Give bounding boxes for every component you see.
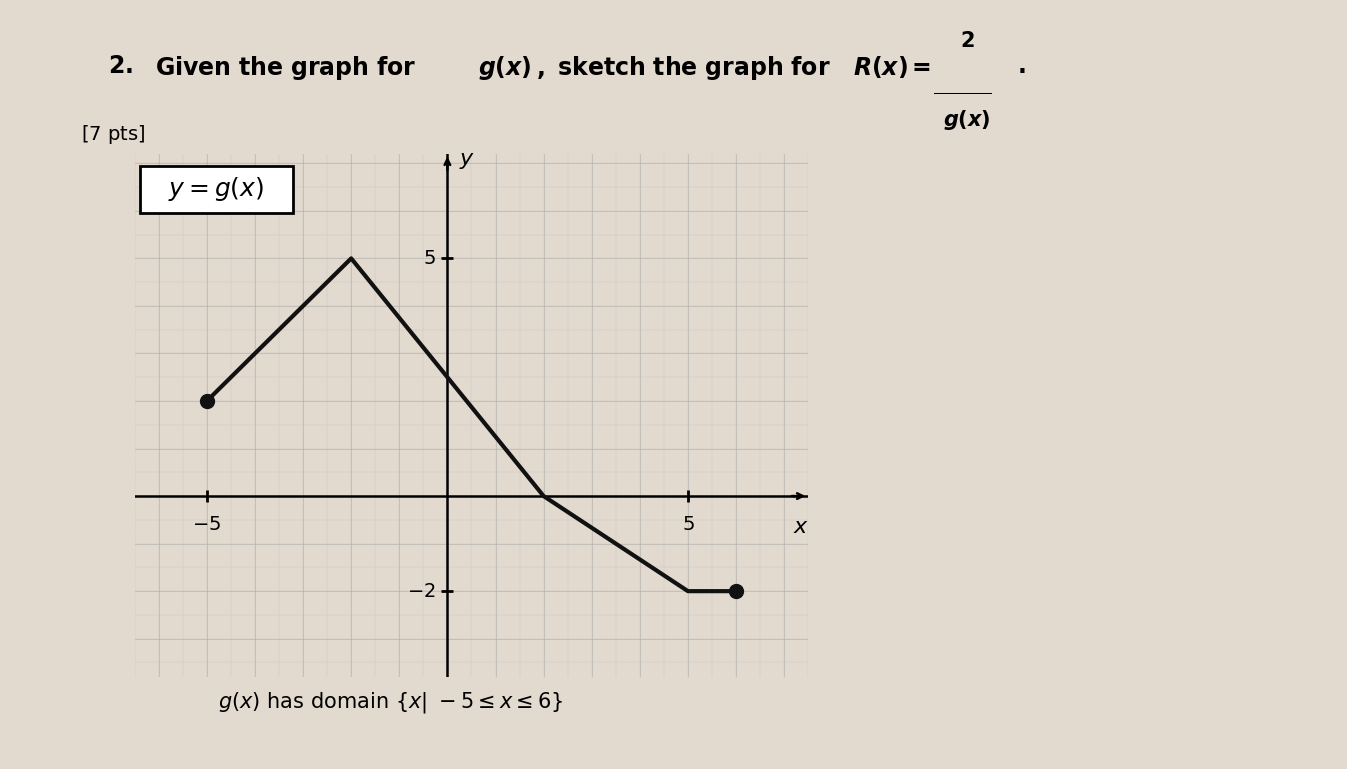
Text: $y$: $y$ [459, 151, 475, 171]
Text: $5$: $5$ [682, 515, 694, 534]
Text: $x$: $x$ [793, 518, 810, 538]
Text: $\bf{=}$: $\bf{=}$ [907, 54, 931, 78]
Text: $g(x)\ \mathrm{has\ domain}\ \{x|\ -5 \leq x \leq 6\}$: $g(x)\ \mathrm{has\ domain}\ \{x|\ -5 \l… [218, 690, 563, 715]
Text: $\boldsymbol{R(x)}$: $\boldsymbol{R(x)}$ [853, 54, 908, 80]
Text: $\mathbf{2.}$: $\mathbf{2.}$ [108, 54, 133, 78]
Text: $\overline{\quad\quad\quad}$: $\overline{\quad\quad\quad}$ [933, 81, 993, 100]
Text: $\bf{,\ sketch\ the\ graph\ for\ }$: $\bf{,\ sketch\ the\ graph\ for\ }$ [536, 54, 831, 82]
Text: $\mathbf{.}$: $\mathbf{.}$ [1017, 54, 1025, 78]
Point [197, 394, 218, 407]
Text: $\mathbf{2}$: $\mathbf{2}$ [960, 31, 974, 51]
Text: $-2$: $-2$ [407, 581, 435, 601]
Text: $\boldsymbol{g(x)}$: $\boldsymbol{g(x)}$ [478, 54, 532, 82]
Text: $5$: $5$ [423, 249, 435, 268]
Text: $y = g(x)$: $y = g(x)$ [168, 175, 264, 204]
Text: $[7\ \mathrm{pts}]$: $[7\ \mathrm{pts}]$ [81, 123, 145, 146]
Text: $\bf{Given\ the\ graph\ for\ }$: $\bf{Given\ the\ graph\ for\ }$ [155, 54, 416, 82]
Point [725, 585, 746, 598]
Bar [140, 165, 294, 213]
Text: $\boldsymbol{g(x)}$: $\boldsymbol{g(x)}$ [943, 108, 991, 131]
Text: $-5$: $-5$ [193, 515, 221, 534]
